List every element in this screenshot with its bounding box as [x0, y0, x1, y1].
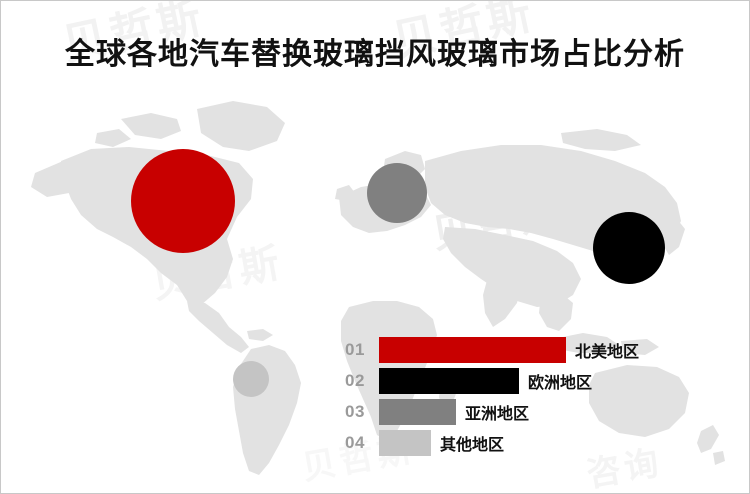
other-bubble [233, 361, 269, 397]
legend-row-1[interactable]: 01 北美地区 [345, 337, 685, 363]
legend-bar [379, 430, 431, 456]
legend-row-4[interactable]: 04 其他地区 [345, 430, 685, 456]
europe-bubble [367, 163, 427, 223]
legend-index: 03 [345, 402, 365, 421]
legend-index: 04 [345, 433, 365, 452]
legend-label: 北美地区 [575, 344, 640, 361]
legend-index: 01 [345, 340, 365, 359]
legend-bar [379, 368, 519, 394]
legend-label: 其他地区 [440, 437, 505, 454]
legend-row-2[interactable]: 02 欧洲地区 [345, 368, 685, 394]
legend-row-3[interactable]: 03 亚洲地区 [345, 399, 685, 425]
asia-bubble [593, 212, 665, 284]
legend-label: 亚洲地区 [465, 406, 530, 423]
legend-bar [379, 337, 566, 363]
north-america-bubble [131, 149, 235, 253]
legend-bar-chart: 01 北美地区 02 欧洲地区 03 亚洲地区 04 其他地区 [345, 337, 685, 461]
legend-index: 02 [345, 371, 365, 390]
legend-bar [379, 399, 456, 425]
legend-label: 欧洲地区 [528, 375, 593, 392]
page-title: 全球各地汽车替换玻璃挡风玻璃市场占比分析 [65, 38, 685, 71]
